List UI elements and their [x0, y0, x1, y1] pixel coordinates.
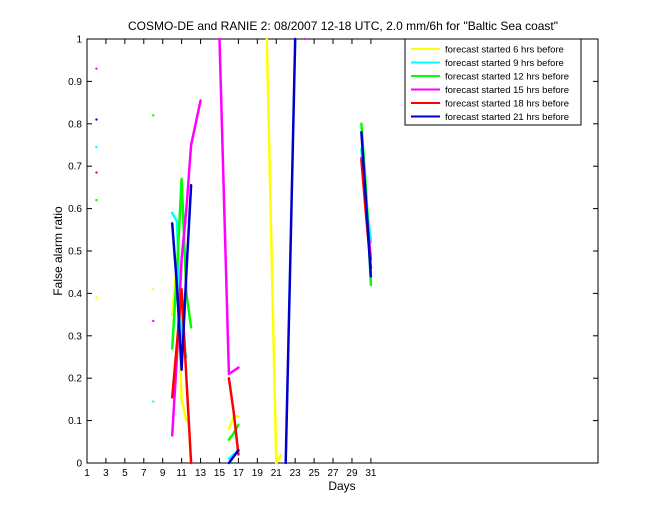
y-tick-label: 0.6 — [68, 204, 82, 215]
legend-label: forecast started 9 hrs before — [445, 58, 564, 69]
data-point — [152, 287, 155, 291]
x-tick-label: 27 — [327, 468, 339, 479]
legend-label: forecast started 18 hrs before — [445, 99, 569, 110]
series-line — [170, 99, 202, 437]
series-line — [170, 184, 193, 371]
chart-title: COSMO-DE and RANIE 2: 08/2007 12-18 UTC,… — [128, 19, 558, 33]
x-axis: 1 3 5 7 9 11 13 15 17 19 21 23 25 27 29 31 — [84, 39, 377, 479]
series-line — [218, 37, 240, 376]
x-tick-label: 5 — [122, 468, 128, 479]
x-tick-label: 23 — [290, 468, 302, 479]
x-tick-label: 25 — [309, 468, 321, 479]
x-tick-label: 21 — [271, 468, 283, 479]
x-tick-label: 13 — [195, 468, 207, 479]
y-tick-label: 0.3 — [68, 331, 82, 342]
series-line — [170, 177, 193, 350]
data-point — [303, 37, 306, 41]
series-line — [360, 131, 373, 278]
series-line — [170, 287, 193, 465]
y-tick-label: 0 — [76, 459, 82, 470]
y-tick-label: 0.4 — [68, 289, 82, 300]
series-6 — [95, 37, 373, 465]
series-line — [227, 423, 240, 441]
y-tick-label: 0.2 — [68, 374, 82, 385]
y-tick-label: 0.8 — [68, 119, 82, 130]
data-point — [95, 198, 98, 202]
data-point — [152, 400, 155, 403]
legend-box — [404, 38, 582, 126]
y-axis: 0 0.1 0.2 0.3 0.4 0.5 0.6 0.7 0.8 0.9 1 — [68, 35, 598, 470]
y-axis-label: False alarm ratio — [51, 206, 65, 296]
y-tick-label: 0.7 — [68, 162, 82, 173]
y-tick-label: 0.5 — [68, 247, 82, 258]
series-line — [284, 37, 297, 465]
data-point — [152, 319, 155, 323]
legend-label: forecast started 6 hrs before — [445, 45, 564, 56]
y-tick-label: 0.1 — [68, 416, 82, 427]
x-tick-label: 17 — [233, 468, 245, 479]
legend-label: forecast started 15 hrs before — [445, 85, 569, 96]
x-tick-label: 31 — [365, 468, 377, 479]
series-line — [265, 37, 283, 465]
legend: forecast started 6 hrs before forecast st… — [404, 38, 582, 126]
data-point — [95, 296, 98, 299]
series-line — [227, 449, 240, 465]
x-tick-label: 3 — [103, 468, 109, 479]
legend-label: forecast started 12 hrs before — [445, 72, 569, 83]
x-tick-label: 19 — [252, 468, 264, 479]
legend-label: forecast started 21 hrs before — [445, 112, 569, 123]
data-point — [95, 118, 98, 121]
series-line — [227, 376, 240, 456]
legend-items: forecast started 6 hrs before forecast st… — [411, 45, 569, 123]
series-layer — [95, 37, 373, 465]
x-tick-label: 7 — [141, 468, 147, 479]
x-tick-label: 9 — [160, 468, 166, 479]
x-axis-label: Days — [328, 479, 355, 493]
x-tick-label: 1 — [84, 468, 90, 479]
x-tick-label: 11 — [176, 468, 187, 479]
data-point — [95, 171, 98, 174]
data-point — [152, 114, 155, 117]
y-tick-label: 0.9 — [68, 77, 82, 88]
data-point — [95, 145, 98, 149]
y-tick-label: 1 — [76, 35, 82, 46]
x-tick-label: 15 — [214, 468, 226, 479]
data-point — [95, 67, 98, 70]
x-tick-label: 29 — [346, 468, 358, 479]
